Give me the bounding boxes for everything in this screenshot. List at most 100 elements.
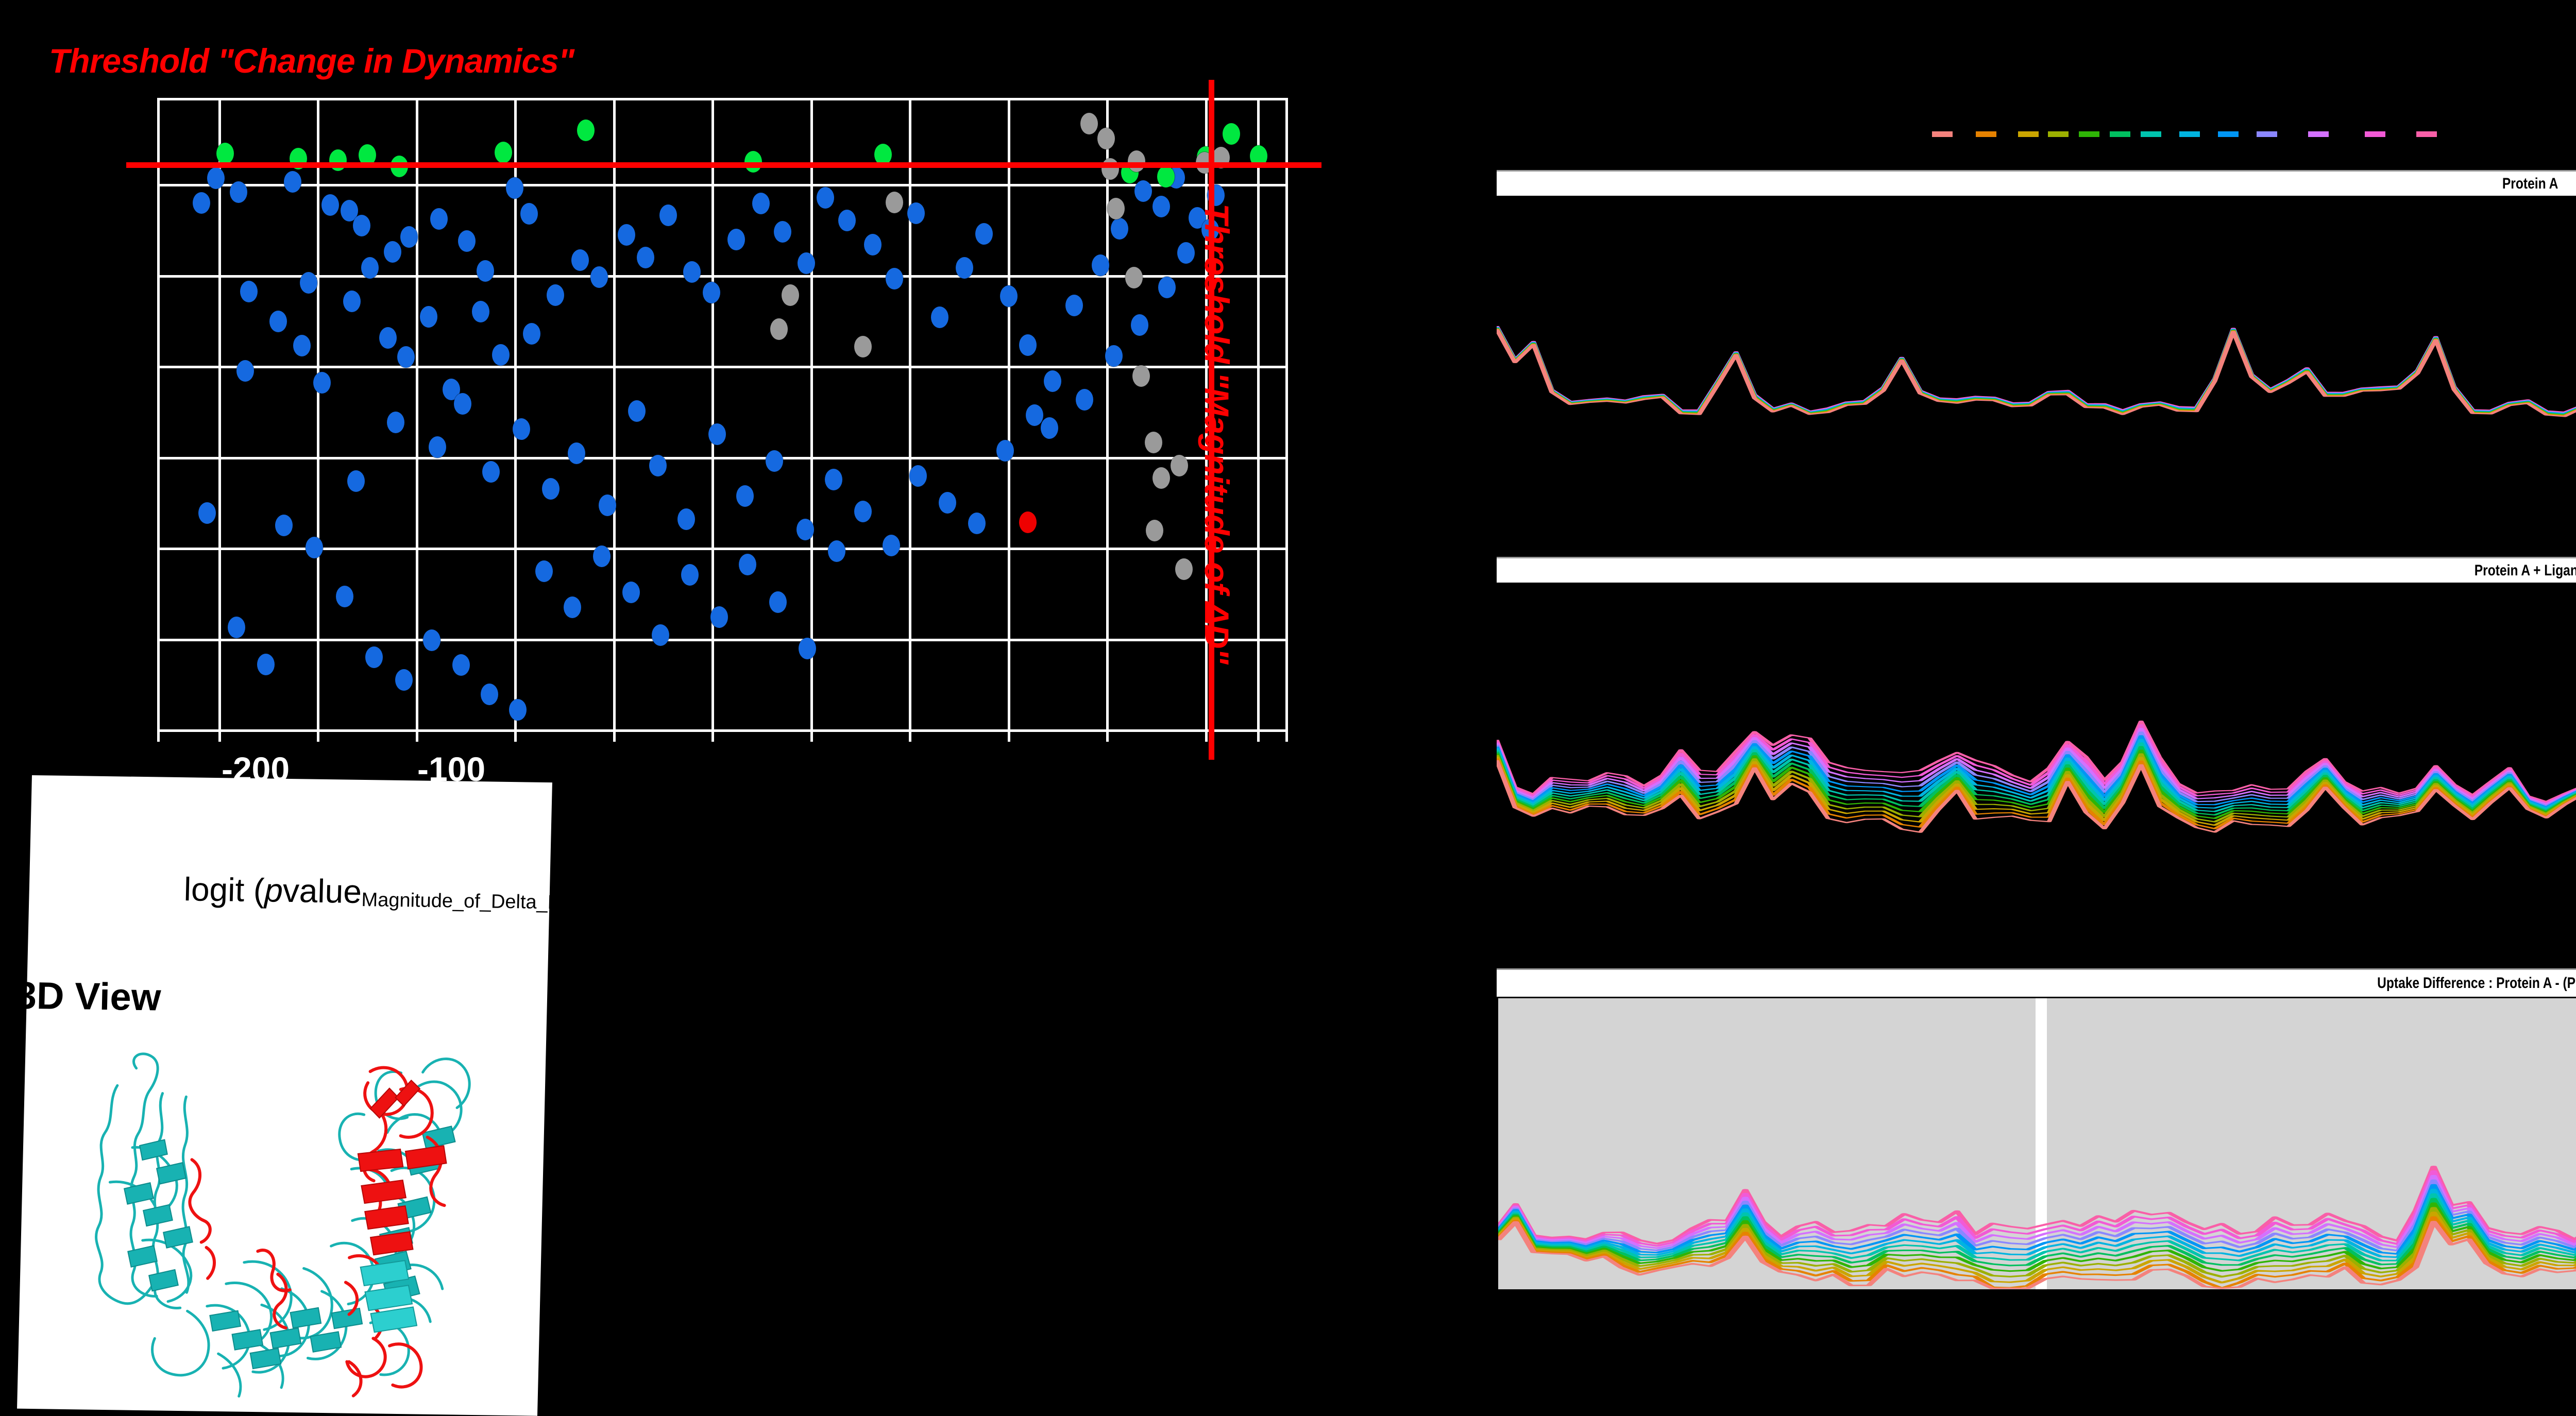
legend-color-swatch[interactable] — [2141, 131, 2161, 137]
three-d-view-card[interactable]: logit (pvalueMagnitude_of_Delta_D) 3D Vi… — [15, 775, 573, 1416]
scatter-point[interactable] — [797, 252, 815, 275]
scatter-point[interactable] — [1019, 511, 1037, 533]
scatter-point[interactable] — [509, 698, 527, 721]
scatter-point[interactable] — [770, 318, 788, 340]
scatter-point[interactable] — [520, 203, 538, 225]
scatter-point[interactable] — [769, 591, 787, 613]
scatter-point[interactable] — [240, 281, 258, 303]
scatter-point[interactable] — [321, 194, 339, 216]
scatter-point[interactable] — [854, 335, 872, 357]
scatter-point[interactable] — [400, 226, 418, 248]
scatter-point[interactable] — [453, 393, 471, 415]
scatter-point[interactable] — [799, 637, 817, 659]
scatter-point[interactable] — [838, 209, 856, 231]
scatter-point[interactable] — [1091, 254, 1109, 276]
legend-color-swatch[interactable] — [2079, 131, 2099, 137]
scatter-point[interactable] — [452, 654, 470, 676]
scatter-point[interactable] — [207, 167, 225, 190]
scatter-point[interactable] — [1065, 294, 1083, 316]
scatter-point[interactable] — [1157, 165, 1175, 187]
scatter-point[interactable] — [1097, 127, 1115, 149]
scatter-point[interactable] — [622, 582, 640, 603]
scatter-point[interactable] — [505, 177, 523, 199]
scatter-point[interactable] — [336, 585, 354, 607]
uptake-plots-panel[interactable]: Protein A Protein A + Ligand Uptake Diff… — [1458, 0, 2576, 1400]
scatter-point[interactable] — [284, 170, 302, 193]
scatter-point[interactable] — [361, 257, 379, 279]
scatter-point[interactable] — [269, 310, 287, 332]
scatter-point[interactable] — [628, 400, 646, 422]
scatter-point[interactable] — [882, 534, 900, 556]
scatter-point[interactable] — [930, 306, 948, 329]
scatter-point[interactable] — [471, 301, 489, 322]
scatter-point[interactable] — [1040, 417, 1058, 439]
legend-color-swatch[interactable] — [2365, 131, 2385, 137]
scatter-point[interactable] — [681, 564, 699, 586]
scatter-point[interactable] — [546, 284, 564, 306]
legend-color-swatch[interactable] — [2018, 131, 2039, 137]
scatter-point[interactable] — [744, 150, 762, 173]
scatter-point[interactable] — [1131, 314, 1149, 336]
scatter-point[interactable] — [563, 596, 581, 618]
scatter-point[interactable] — [651, 624, 669, 646]
scatter-point[interactable] — [1110, 217, 1128, 240]
scatter-point[interactable] — [522, 322, 540, 345]
scatter-point[interactable] — [598, 494, 616, 517]
scatter-point[interactable] — [1158, 276, 1176, 298]
scatter-point[interactable] — [430, 208, 448, 230]
scatter-point[interactable] — [975, 223, 993, 245]
scatter-point[interactable] — [230, 181, 248, 203]
scatter-point[interactable] — [1026, 404, 1044, 426]
scatter-point[interactable] — [710, 606, 728, 628]
scatter-point[interactable] — [192, 192, 210, 214]
scatter-point[interactable] — [458, 230, 476, 252]
scatter-point[interactable] — [1145, 520, 1163, 541]
scatter-point[interactable] — [782, 284, 800, 306]
scatter-point[interactable] — [1175, 558, 1193, 580]
legend-color-swatch[interactable] — [1932, 131, 1953, 137]
uptake-traces-difference[interactable] — [1498, 998, 2576, 1289]
threshold-line-magnitude-of-delta-d[interactable] — [1209, 80, 1214, 760]
scatter-point[interactable] — [727, 229, 745, 250]
scatter-point[interactable] — [383, 241, 401, 263]
scatter-point[interactable] — [1080, 113, 1098, 134]
scatter-point[interactable] — [429, 436, 447, 458]
scatter-point[interactable] — [817, 186, 835, 209]
scatter-point[interactable] — [482, 461, 500, 483]
scatter-point[interactable] — [419, 306, 437, 328]
scatter-point[interactable] — [854, 500, 872, 522]
scatter-point[interactable] — [617, 224, 635, 246]
scatter-point[interactable] — [874, 144, 892, 165]
scatter-point[interactable] — [275, 515, 293, 536]
scatter-point[interactable] — [1125, 266, 1143, 288]
threshold-line-change-in-dynamics[interactable] — [126, 162, 1321, 168]
legend-color-swatch[interactable] — [2110, 131, 2130, 137]
legend-color-swatch[interactable] — [2179, 131, 2200, 137]
legend-color-swatch[interactable] — [1976, 131, 1996, 137]
scatter-point[interactable] — [909, 465, 927, 487]
scatter-point[interactable] — [535, 560, 553, 582]
legend-color-swatch[interactable] — [2308, 131, 2329, 137]
scatter-point[interactable] — [996, 440, 1014, 462]
scatter-point[interactable] — [227, 616, 245, 638]
scatter-point[interactable] — [1075, 389, 1093, 411]
scatter-point[interactable] — [907, 202, 925, 224]
scatter-plot-panel[interactable]: Threshold "Change in Dynamics" Threshold… — [0, 0, 1391, 876]
scatter-point[interactable] — [387, 412, 405, 433]
scatter-point[interactable] — [1134, 180, 1153, 202]
scatter-point[interactable] — [824, 469, 842, 491]
scatter-point[interactable] — [353, 214, 371, 236]
scatter-point[interactable] — [677, 508, 696, 530]
protein-ribbon-structure[interactable] — [32, 1017, 531, 1405]
scatter-point[interactable] — [577, 119, 595, 141]
scatter-point[interactable] — [752, 193, 770, 214]
scatter-point[interactable] — [313, 371, 331, 394]
scatter-point[interactable] — [1105, 345, 1123, 367]
scatter-point[interactable] — [773, 221, 791, 243]
scatter-point[interactable] — [1153, 467, 1171, 489]
scatter-point[interactable] — [379, 327, 397, 349]
scatter-point[interactable] — [1153, 196, 1171, 218]
scatter-point[interactable] — [702, 281, 720, 303]
legend-color-swatch[interactable] — [2416, 131, 2437, 137]
scatter-point[interactable] — [1177, 242, 1195, 264]
